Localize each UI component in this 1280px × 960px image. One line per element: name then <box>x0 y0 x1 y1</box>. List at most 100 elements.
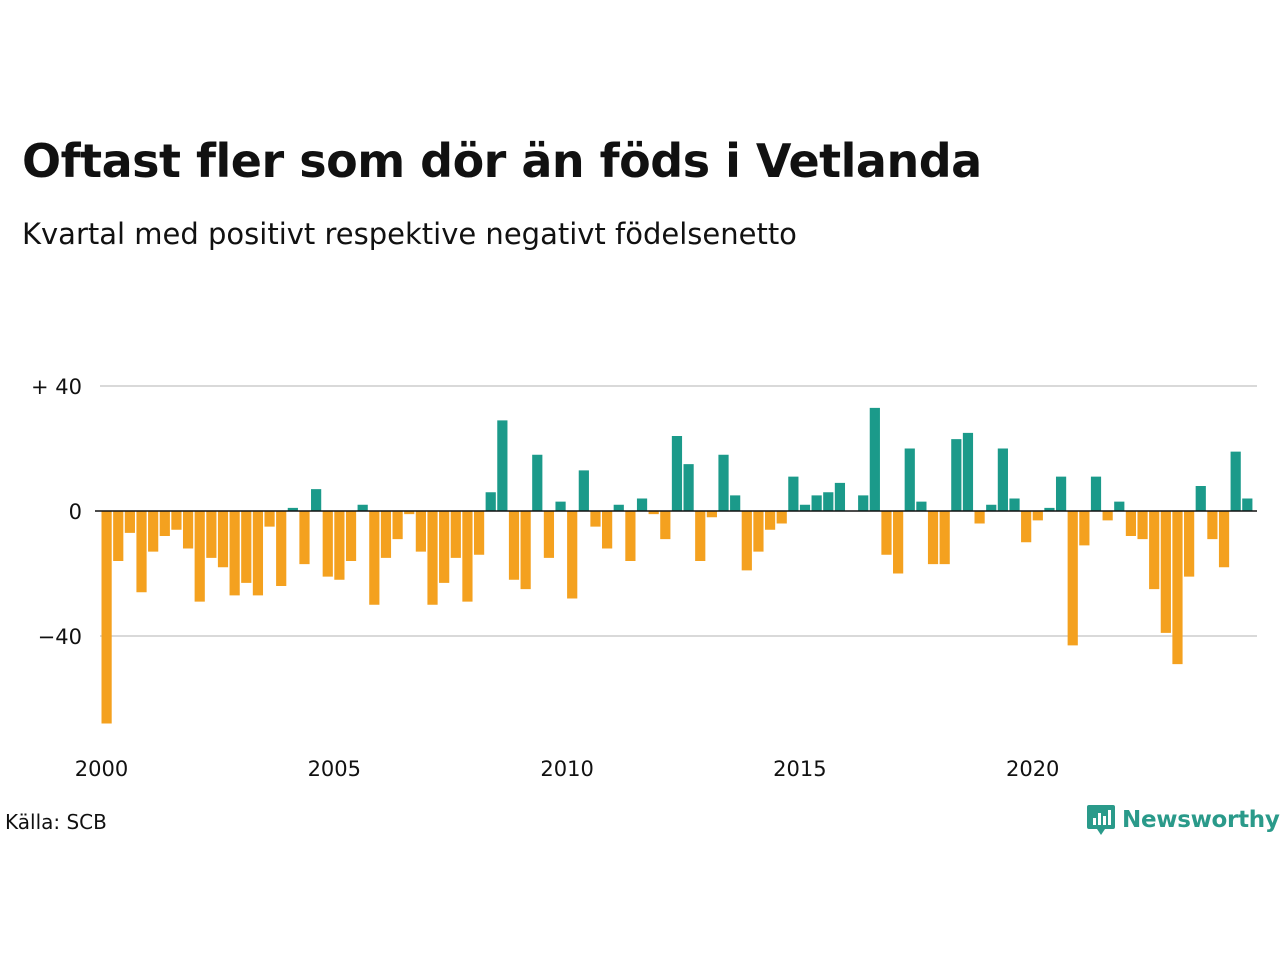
bar-negative <box>415 511 426 552</box>
bar-negative <box>171 511 182 530</box>
bar-negative <box>462 511 473 602</box>
bar-negative <box>590 511 601 527</box>
source-label: Källa: SCB <box>5 810 107 834</box>
bar-positive <box>1044 507 1055 512</box>
x-tick-label: 2015 <box>773 757 826 781</box>
axes: + 40 0 −40 2000 2005 2010 2015 2020 <box>31 375 1257 781</box>
bar-positive <box>311 489 322 512</box>
bar-negative <box>299 511 310 565</box>
bar-negative <box>1184 511 1195 577</box>
bar-negative <box>322 511 333 577</box>
bar-negative <box>392 511 403 540</box>
bar-negative <box>508 511 520 580</box>
bar-positive <box>951 439 962 512</box>
chart-title: Oftast fler som dör än föds i Vetlanda <box>22 134 982 188</box>
bar-negative <box>1067 511 1078 646</box>
bars <box>101 407 1253 724</box>
bar-positive <box>555 501 566 512</box>
newsworthy-logo: Newsworthy <box>1086 803 1280 837</box>
bar-negative <box>741 511 752 571</box>
newsworthy-logo-icon <box>1087 805 1115 835</box>
bar-positive <box>1055 476 1067 512</box>
bar-negative <box>567 511 578 599</box>
bar-negative <box>776 511 787 524</box>
bar-negative <box>427 511 438 605</box>
y-tick-label: −40 <box>38 625 82 649</box>
bar-negative <box>1032 511 1043 521</box>
bar-positive <box>1230 451 1241 512</box>
bar-positive <box>1009 498 1020 511</box>
bar-negative <box>136 511 147 593</box>
bar-positive <box>1114 501 1125 512</box>
bar-negative <box>439 511 450 583</box>
bar-negative <box>1149 511 1160 590</box>
bar-negative <box>602 511 613 549</box>
bar-positive <box>962 432 974 512</box>
bar-positive <box>1090 476 1102 512</box>
bar-negative <box>1218 511 1230 568</box>
bar-positive <box>578 470 589 512</box>
bar-negative <box>252 511 264 596</box>
chart-subtitle: Kvartal med positivt respektive negativt… <box>22 217 797 251</box>
bar-negative <box>648 511 659 515</box>
bar-positive <box>869 407 880 512</box>
bar-negative <box>217 511 229 568</box>
bar-negative <box>543 511 555 558</box>
bar-negative <box>369 511 380 605</box>
bar-negative <box>113 511 124 561</box>
bar-positive <box>497 420 508 512</box>
bar-positive <box>730 495 741 512</box>
bar-negative <box>974 511 985 524</box>
bar-negative <box>695 511 706 561</box>
bar-negative <box>404 511 415 515</box>
bar-negative <box>148 511 159 552</box>
bar-positive <box>834 482 846 512</box>
bar-negative <box>159 511 170 536</box>
bar-negative <box>893 511 904 574</box>
bar-positive <box>823 492 834 511</box>
bar-positive <box>1242 498 1253 511</box>
bar-positive <box>636 498 648 511</box>
bar-negative <box>473 511 485 555</box>
bar-negative <box>334 511 345 580</box>
bar-negative <box>881 511 892 555</box>
bar-negative <box>1021 511 1032 543</box>
bar-negative <box>182 511 194 549</box>
newsworthy-logo-text: Newsworthy <box>1122 807 1280 833</box>
bar-positive <box>683 464 694 512</box>
bar-negative <box>1207 511 1218 540</box>
x-tick-label: 2000 <box>75 757 128 781</box>
bar-negative <box>1102 511 1113 521</box>
bar-positive <box>788 476 799 512</box>
bar-negative <box>101 511 112 724</box>
bar-positive <box>485 492 496 511</box>
bar-positive <box>357 504 368 511</box>
x-tick-label: 2010 <box>540 757 593 781</box>
grid-lines <box>100 385 1257 637</box>
bar-negative <box>229 511 240 596</box>
x-tick-label: 2020 <box>1006 757 1059 781</box>
bar-negative <box>660 511 671 540</box>
bar-negative <box>1079 511 1090 546</box>
bar-negative <box>625 511 636 561</box>
bar-positive <box>532 454 543 511</box>
bar-positive <box>287 507 298 512</box>
bar-negative <box>380 511 392 558</box>
bar-negative <box>939 511 950 565</box>
bar-positive <box>997 448 1008 511</box>
bar-negative <box>1172 511 1183 665</box>
bar-negative <box>124 511 135 533</box>
bar-positive <box>613 504 624 511</box>
bar-negative <box>764 511 776 530</box>
bar-negative <box>520 511 531 590</box>
bar-positive <box>1195 486 1206 511</box>
y-tick-label: + 40 <box>31 375 82 399</box>
bar-negative <box>753 511 764 552</box>
bar-negative <box>241 511 252 583</box>
bar-chart: + 40 0 −40 2000 2005 2010 2015 2020 <box>31 375 1257 781</box>
bar-negative <box>1125 511 1137 536</box>
bar-negative <box>194 511 205 602</box>
bar-negative <box>706 511 717 518</box>
bar-negative <box>345 511 357 561</box>
x-tick-label: 2005 <box>308 757 361 781</box>
